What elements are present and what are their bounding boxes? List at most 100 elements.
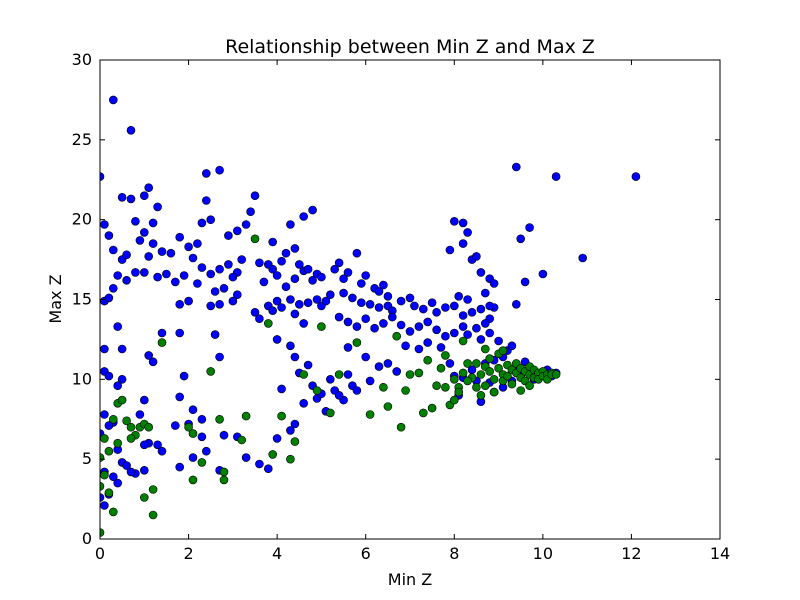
data-point-series-0 [410,301,419,311]
data-point-series-0 [277,303,286,312]
data-point-series-0 [277,256,286,266]
data-point-series-0 [356,298,366,308]
data-point-series-0 [148,239,158,248]
data-point-series-0 [255,314,264,324]
data-point-series-1 [188,475,198,485]
data-point-series-1 [206,367,215,376]
data-point-series-1 [383,402,393,411]
data-point-series-0 [383,291,393,301]
data-point-series-0 [197,414,207,424]
data-point-series-1 [317,322,326,331]
data-point-series-0 [401,341,410,351]
data-point-series-1 [104,446,114,456]
data-point-series-0 [140,395,149,405]
data-point-series-0 [157,446,167,456]
data-point-series-0 [312,295,322,304]
data-point-series-0 [414,344,424,354]
data-point-series-0 [458,311,468,320]
data-point-series-0 [224,231,233,240]
data-point-series-1 [418,408,428,418]
data-point-series-0 [175,232,184,242]
data-point-series-0 [100,501,109,510]
data-point-series-0 [184,242,193,252]
data-point-series-0 [317,272,326,282]
data-point-series-0 [476,335,486,344]
data-point-series-0 [463,228,472,237]
data-point-series-0 [215,165,224,175]
data-point-series-0 [414,322,424,331]
data-point-series-1 [396,422,406,432]
data-point-series-0 [374,287,384,296]
y-tick-label: 0 [82,529,92,548]
data-point-series-1 [197,458,207,467]
data-point-series-1 [148,510,158,520]
data-point-series-0 [361,352,371,362]
data-point-series-1 [263,319,273,328]
data-point-series-0 [449,328,459,338]
data-point-series-0 [272,434,282,443]
data-point-series-0 [356,279,366,288]
data-point-series-0 [206,215,215,224]
data-point-series-1 [352,338,362,347]
data-point-series-0 [405,327,415,336]
data-point-series-0 [370,323,379,333]
data-point-series-0 [449,217,459,226]
y-tick-label: 30 [72,50,92,69]
data-point-series-1 [144,422,153,432]
data-point-series-0 [365,376,375,386]
data-point-series-0 [405,293,415,303]
data-point-series-1 [109,414,118,424]
data-point-series-0 [162,269,171,279]
data-point-series-1 [516,386,526,395]
data-point-series-1 [215,414,224,424]
data-point-series-1 [122,416,131,426]
data-point-series-0 [157,247,167,256]
data-point-series-0 [117,193,127,202]
data-point-series-0 [157,328,167,338]
data-point-series-1 [414,368,424,378]
data-point-series-0 [396,296,406,306]
data-point-series-1 [325,408,335,418]
data-point-series-0 [458,218,468,228]
data-point-series-0 [175,299,184,309]
data-point-series-0 [290,352,300,362]
data-point-series-0 [241,453,251,462]
y-tick-label: 20 [72,210,92,229]
data-point-series-1 [458,368,468,378]
data-point-series-0 [233,226,242,236]
data-point-series-0 [379,319,388,328]
data-point-series-1 [401,386,410,395]
data-point-series-0 [516,234,526,244]
data-point-series-0 [113,381,122,391]
data-point-series-0 [272,335,282,344]
data-point-series-0 [379,280,388,290]
data-point-series-0 [126,126,136,135]
data-point-series-0 [418,304,428,314]
data-point-series-0 [472,252,481,261]
data-point-series-0 [140,228,149,237]
plot-area: 0 2 4 6 8 10 12 14 0 5 10 15 20 25 30 [72,50,731,563]
data-point-series-0 [299,398,309,408]
data-point-series-0 [445,359,455,368]
data-point-series-0 [511,162,521,172]
data-point-series-0 [383,359,393,368]
data-point-series-0 [140,268,149,277]
x-tick-label: 12 [621,544,641,563]
chart-title: Relationship between Min Z and Max Z [225,36,595,58]
data-point-series-0 [339,274,348,284]
data-point-series-0 [299,212,309,221]
x-tick-label: 6 [361,544,371,563]
data-point-series-1 [148,485,158,494]
data-point-series-0 [255,258,264,268]
data-point-series-0 [188,253,198,263]
data-point-series-1 [441,382,450,392]
data-point-series-0 [290,419,300,429]
data-point-series-0 [334,390,344,400]
data-point-series-0 [445,245,455,255]
data-point-series-0 [104,371,114,381]
data-point-series-0 [365,299,375,309]
data-point-series-0 [352,322,362,331]
data-point-series-0 [299,319,309,328]
data-point-series-1 [454,387,464,397]
data-point-series-0 [184,296,193,306]
